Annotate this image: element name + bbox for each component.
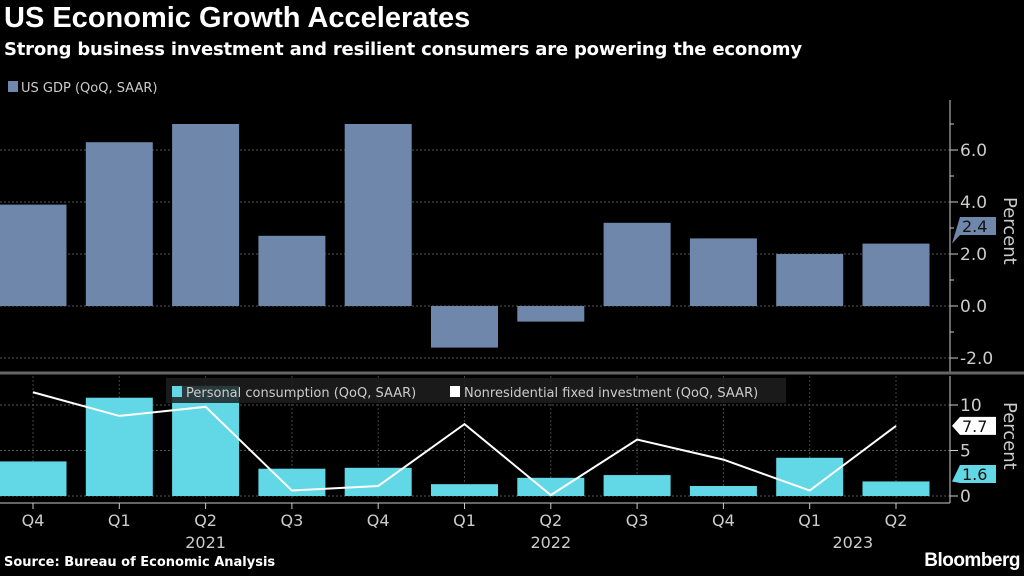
components-axis-title: Percent	[999, 402, 1020, 470]
gdp-bar	[776, 254, 844, 306]
y-tick-label: 5	[960, 442, 971, 462]
quarter-label: Q4	[712, 511, 735, 530]
consumption-legend-swatch	[172, 386, 182, 397]
chart-title: US Economic Growth Accelerates	[4, 2, 471, 34]
consumption-last-value-badge	[952, 465, 996, 483]
gdp-legend-label: US GDP (QoQ, SAAR)	[21, 81, 157, 96]
gdp-bar	[689, 238, 757, 306]
consumption-bar	[431, 484, 498, 496]
y-tick-label: 0.0	[960, 297, 987, 317]
gdp-bar	[431, 306, 498, 348]
y-tick-label: 10	[960, 396, 982, 416]
year-label: 2022	[530, 533, 571, 552]
consumption-bar	[344, 467, 412, 496]
chart-subtitle: Strong business investment and resilient…	[4, 39, 802, 60]
bottom-legend-bg	[166, 378, 786, 403]
bloomberg-logo: Bloomberg	[924, 550, 1020, 571]
gdp-axis-title: Percent	[999, 197, 1020, 265]
y-tick-label: -2.0	[960, 349, 993, 369]
consumption-bar	[0, 461, 67, 496]
y-tick-label: 0	[960, 487, 971, 507]
y-tick-label: 4.0	[960, 193, 987, 213]
consumption-bar	[258, 468, 326, 496]
investment-last-value-badge	[952, 416, 996, 435]
consumption-last-value-label: 1.6	[962, 465, 987, 484]
gdp-bar	[85, 142, 153, 306]
gdp-bar	[258, 235, 326, 306]
investment-last-value-label: 7.7	[962, 417, 987, 436]
consumption-bar	[862, 481, 930, 496]
y-tick-label: 6.0	[960, 141, 987, 161]
gdp-legend-swatch	[8, 81, 18, 92]
gdp-last-value-label: 2.4	[962, 217, 987, 236]
consumption-bar	[603, 475, 671, 496]
gdp-bar	[862, 243, 930, 306]
quarter-label: Q4	[22, 511, 45, 530]
gdp-bar	[603, 222, 671, 306]
year-label: 2021	[185, 533, 226, 552]
source-note: Source: Bureau of Economic Analysis	[4, 555, 276, 570]
consumption-legend-label: Personal consumption (QoQ, SAAR)	[186, 386, 416, 401]
quarter-label: Q1	[798, 511, 821, 530]
investment-line	[32, 391, 897, 497]
consumption-bar	[689, 485, 757, 496]
x-axis: Q4 Q1 Q2 Q3 Q4 Q1 Q2 Q3 Q4 Q1 Q2 2021 2022 2023	[0, 502, 950, 552]
quarter-label: Q2	[539, 511, 562, 530]
investment-legend-swatch	[450, 386, 460, 397]
consumption-bar	[172, 385, 240, 496]
gdp-bar	[172, 124, 240, 306]
gdp-chart-plot: -2.0 0.0 2.0 4.0 6.0 2.4	[0, 100, 996, 373]
quarter-label: Q3	[626, 511, 649, 530]
quarter-label: Q1	[453, 511, 476, 530]
quarter-label: Q2	[194, 511, 217, 530]
y-tick-label: 2.0	[960, 245, 987, 265]
year-label: 2023	[832, 533, 873, 552]
quarter-label: Q3	[281, 511, 304, 530]
gdp-last-value-badge	[952, 217, 996, 244]
quarter-label: Q1	[108, 511, 131, 530]
gdp-bar	[517, 306, 585, 322]
gdp-bar	[344, 124, 412, 306]
quarter-label: Q2	[885, 511, 908, 530]
components-chart-plot: 0 5 107.7 1.6	[0, 376, 996, 507]
investment-legend-label: Nonresidential fixed investment (QoQ, SA…	[464, 386, 758, 401]
gdp-bar	[0, 204, 67, 306]
quarter-label: Q4	[367, 511, 390, 530]
